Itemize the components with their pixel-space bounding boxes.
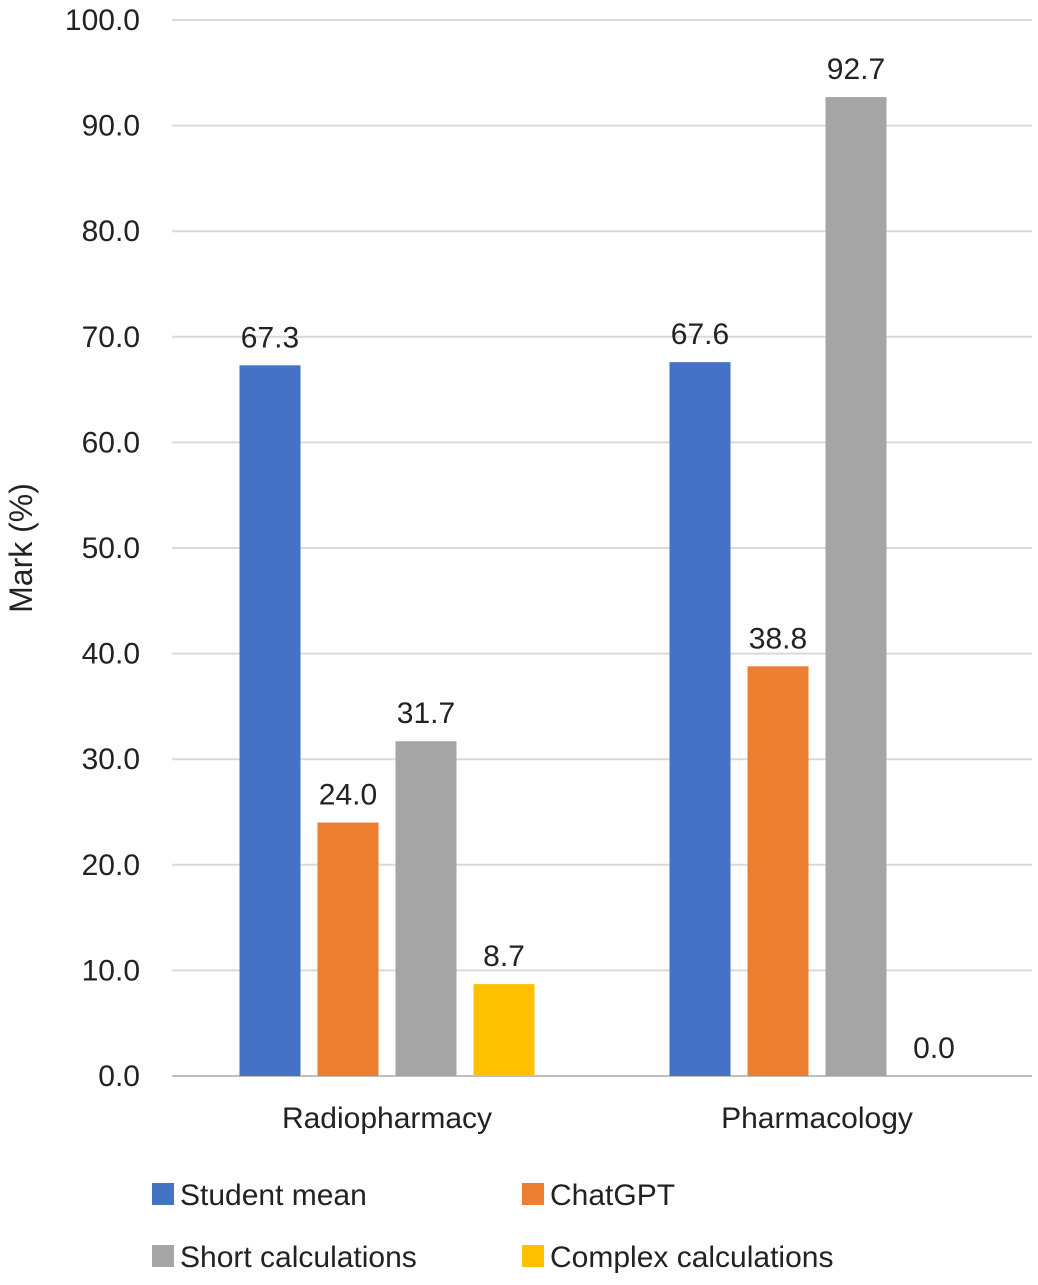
- data-label: 38.8: [749, 622, 807, 655]
- bar-student-mean-radiopharmacy: [239, 365, 301, 1076]
- data-label: 8.7: [483, 940, 525, 973]
- legend-label: Student mean: [180, 1179, 367, 1212]
- legend-swatch: [152, 1183, 174, 1205]
- data-labels: 67.3 24.0 31.7 8.7 67.6 38.8 92.7 0.0: [241, 53, 955, 1065]
- y-tick-label: 60.0: [82, 426, 140, 459]
- x-category-label: Radiopharmacy: [282, 1102, 492, 1135]
- bar-short-calculations-pharmacology: [825, 97, 887, 1076]
- legend-label: Complex calculations: [550, 1241, 833, 1274]
- legend-swatch: [152, 1245, 174, 1267]
- bar-student-mean-pharmacology: [669, 362, 731, 1076]
- y-tick-label: 100.0: [65, 4, 140, 37]
- bar-complex-calculations-radiopharmacy: [473, 984, 535, 1076]
- y-tick-label: 40.0: [82, 638, 140, 671]
- data-label: 92.7: [827, 53, 885, 86]
- data-label: 67.6: [671, 318, 729, 351]
- bar-chatgpt-pharmacology: [747, 666, 809, 1076]
- y-tick-label: 20.0: [82, 849, 140, 882]
- y-tick-label: 30.0: [82, 743, 140, 776]
- legend-label: ChatGPT: [550, 1179, 675, 1212]
- bar-short-calculations-radiopharmacy: [395, 741, 457, 1076]
- legend-swatch: [522, 1183, 544, 1205]
- y-tick-label: 10.0: [82, 954, 140, 987]
- legend-swatch: [522, 1245, 544, 1267]
- y-axis-ticks: 0.0 10.0 20.0 30.0 40.0 50.0 60.0 70.0 80.0 90.0 1…: [65, 4, 140, 1093]
- y-tick-label: 0.0: [98, 1060, 140, 1093]
- legend-label: Short calculations: [180, 1241, 417, 1274]
- data-label: 0.0: [913, 1032, 955, 1065]
- data-label: 24.0: [319, 779, 377, 812]
- data-label: 67.3: [241, 321, 299, 354]
- x-axis-categories: Radiopharmacy Pharmacology: [282, 1102, 913, 1135]
- x-category-label: Pharmacology: [721, 1102, 913, 1135]
- bars: [239, 97, 887, 1076]
- gridlines: [172, 19, 1032, 1077]
- y-tick-label: 80.0: [82, 215, 140, 248]
- bar-chatgpt-radiopharmacy: [317, 822, 379, 1076]
- y-axis-label: Mark (%): [3, 483, 39, 613]
- y-tick-label: 70.0: [82, 321, 140, 354]
- y-tick-label: 90.0: [82, 110, 140, 143]
- y-tick-label: 50.0: [82, 532, 140, 565]
- legend: Student mean ChatGPT Short calculations Com…: [152, 1179, 833, 1274]
- data-label: 31.7: [397, 697, 455, 730]
